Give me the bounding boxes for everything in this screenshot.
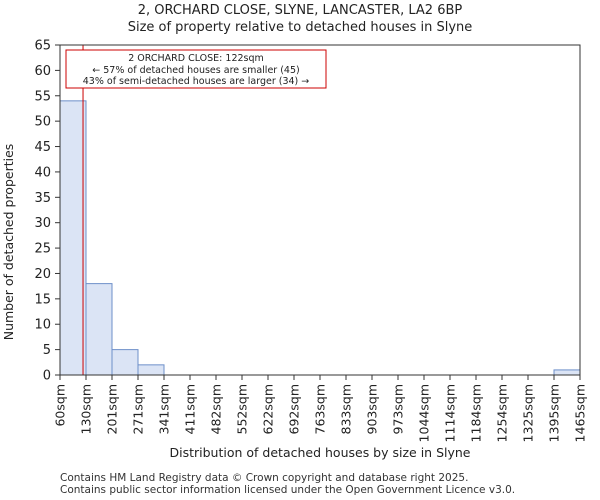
chart-subtitle: Size of property relative to detached ho… xyxy=(127,20,473,35)
bar xyxy=(111,349,139,376)
footer-line-2: Contains public sector information licen… xyxy=(60,484,516,496)
bar xyxy=(137,364,165,376)
y-tick-label: 65 xyxy=(34,39,51,54)
x-tick-label: 1044sqm xyxy=(417,384,432,442)
x-tick-label: 903sqm xyxy=(365,384,380,434)
y-tick-label: 50 xyxy=(34,115,51,130)
annotation-box xyxy=(65,49,327,89)
x-tick-label: 341sqm xyxy=(157,384,172,434)
y-tick-label: 40 xyxy=(34,165,51,180)
x-tick-label: 692sqm xyxy=(287,384,302,434)
x-tick-label: 1465sqm xyxy=(573,384,588,442)
x-tick-label: 622sqm xyxy=(261,384,276,434)
y-tick-label: 20 xyxy=(34,267,51,282)
annotation-line-1: 2 ORCHARD CLOSE: 122sqm xyxy=(128,53,264,64)
bar xyxy=(553,369,581,376)
y-tick-label: 45 xyxy=(34,140,51,155)
y-tick-label: 60 xyxy=(34,64,51,79)
x-tick-label: 201sqm xyxy=(105,384,120,434)
x-tick-label: 973sqm xyxy=(391,384,406,434)
y-tick-label: 5 xyxy=(43,343,51,358)
x-tick-label: 763sqm xyxy=(313,384,328,434)
x-tick-label: 1325sqm xyxy=(521,384,536,442)
y-axis: 0 5 10 15 20 25 30 35 40 45 50 55 60 65 xyxy=(34,39,60,384)
x-axis: 60sqm 130sqm 201sqm 271sqm 341sqm 411sqm 482sq… xyxy=(53,375,588,442)
x-tick-label: 130sqm xyxy=(79,384,94,434)
y-tick-label: 15 xyxy=(34,292,51,307)
x-tick-label: 482sqm xyxy=(209,384,224,434)
x-tick-label: 411sqm xyxy=(183,384,198,434)
y-axis-label: Number of detached properties xyxy=(1,144,16,341)
x-tick-label: 1184sqm xyxy=(469,384,484,442)
bar xyxy=(59,100,87,376)
y-tick-label: 35 xyxy=(34,191,51,206)
plot-frame xyxy=(59,44,581,376)
annotation-line-2: ← 57% of detached houses are smaller (45… xyxy=(92,65,299,76)
y-tick-label: 30 xyxy=(34,216,51,231)
x-tick-label: 552sqm xyxy=(235,384,250,434)
x-tick-label: 1114sqm xyxy=(443,384,458,442)
x-tick-label: 60sqm xyxy=(53,384,68,427)
bars-group xyxy=(59,100,581,376)
bar xyxy=(85,283,113,376)
x-tick-label: 1395sqm xyxy=(547,384,562,442)
chart-title: 2, ORCHARD CLOSE, SLYNE, LANCASTER, LA2 … xyxy=(137,3,463,18)
y-tick-label: 25 xyxy=(34,242,51,257)
x-tick-label: 1254sqm xyxy=(495,384,510,442)
annotation-line-3: 43% of semi-detached houses are larger (… xyxy=(83,76,310,87)
x-tick-label: 833sqm xyxy=(339,384,354,434)
x-axis-label: Distribution of detached houses by size … xyxy=(170,445,471,460)
y-tick-label: 55 xyxy=(34,89,51,104)
footer-line-1: Contains HM Land Registry data © Crown c… xyxy=(60,472,469,484)
y-tick-label: 0 xyxy=(43,369,51,384)
y-tick-label: 10 xyxy=(34,318,51,333)
x-tick-label: 271sqm xyxy=(131,384,146,434)
